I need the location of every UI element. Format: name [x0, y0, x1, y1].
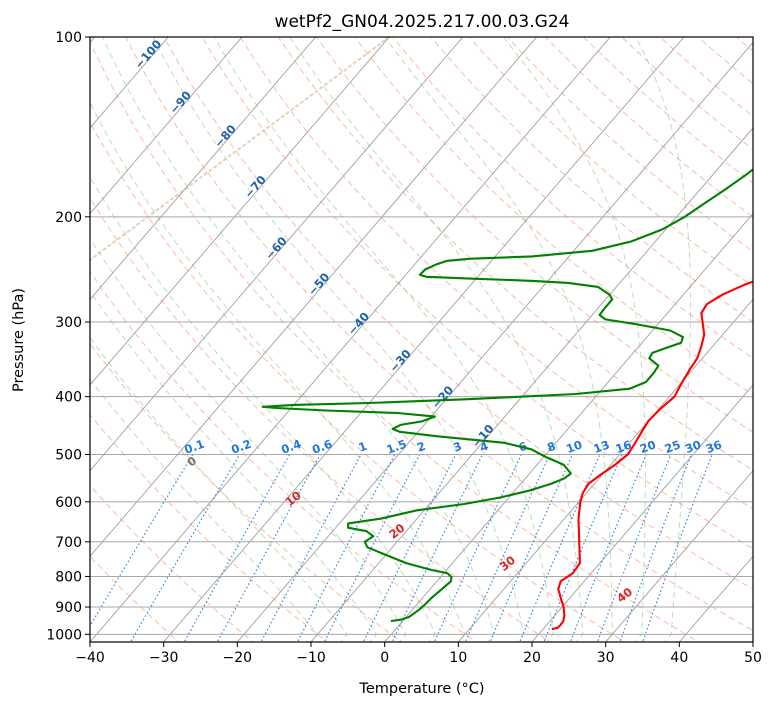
- mixing-ratio-line: [464, 454, 551, 642]
- isotherm-line: [163, 37, 685, 642]
- mixing-ratio-line: [543, 454, 623, 642]
- isotherm-line: [90, 37, 464, 472]
- dry-adiabat-line: [392, 37, 753, 359]
- moist-adiabat-line: [635, 37, 691, 642]
- dry-adiabat-line: [90, 40, 700, 642]
- moist-adiabat-line: [90, 237, 407, 642]
- dry-adiabat-line: [277, 37, 753, 471]
- mixing-ratio-line: [183, 454, 291, 642]
- mixing-ratio-label: 30: [683, 437, 703, 456]
- y-tick-label: 400: [55, 390, 82, 406]
- isotherm-line: [90, 37, 169, 129]
- isotherm-line: [457, 298, 753, 642]
- mixing-ratio-label: 1.5: [384, 437, 408, 457]
- y-tick-label: 800: [55, 569, 82, 585]
- y-tick-label: 500: [55, 448, 82, 464]
- mixing-ratio-line: [619, 454, 692, 642]
- mixing-ratio-line: [323, 454, 421, 642]
- mixing-ratio-line: [519, 454, 601, 642]
- isotherm-line: [90, 37, 611, 642]
- temperature-profile-line: [551, 280, 753, 631]
- mixing-ratio-label: 13: [592, 437, 612, 456]
- mixing-ratio-line: [641, 454, 713, 642]
- mixing-ratio-line: [260, 454, 362, 642]
- dry-adiabat-line: [315, 37, 753, 433]
- dry-adiabat-line: [90, 197, 552, 642]
- y-tick-label: 600: [55, 495, 82, 511]
- moist-adiabat-line: [90, 290, 378, 642]
- dry-adiabat-line: [90, 121, 626, 642]
- dry-adiabat-line: [90, 270, 477, 642]
- moist-adiabat-line: [90, 378, 319, 642]
- mixing-ratio-line: [569, 454, 647, 642]
- mixing-ratio-label: 0.1: [182, 437, 206, 457]
- isotherm-line: [310, 127, 753, 642]
- y-tick-label: 700: [55, 535, 82, 551]
- mixing-ratio-label: 10: [564, 437, 584, 456]
- mixing-ratio-label: 0.6: [310, 437, 334, 457]
- moist-adiabat-line: [102, 37, 495, 642]
- isotherm-line: [605, 469, 753, 642]
- moist-adiabat-line: [289, 37, 584, 642]
- dry-adiabat-line: [125, 37, 753, 632]
- x-tick-label: 20: [523, 650, 541, 666]
- x-tick-label: −20: [223, 650, 253, 666]
- x-tick-label: 40: [670, 650, 688, 666]
- moist-adiabat-line: [503, 37, 646, 642]
- dry-adiabat-line: [90, 555, 180, 642]
- isotherm-line: [90, 37, 243, 215]
- axes: −40 −30 −20 −10 0 10 20 30 40 50 100 200 300 400 500 60…: [46, 30, 762, 666]
- x-tick-label: −30: [149, 650, 179, 666]
- mixing-ratio-label: 20: [638, 437, 658, 456]
- mixing-ratio-label: 36: [704, 437, 724, 456]
- y-tick-label: 100: [55, 30, 82, 46]
- mixing-ratio-line: [216, 454, 321, 642]
- plot-frame: [89, 36, 754, 643]
- mixing-ratio-label: 0.4: [279, 437, 303, 457]
- y-tick-label: 200: [55, 210, 82, 226]
- isotherm-line: [531, 384, 753, 642]
- moist-adiabat-line: [90, 176, 437, 642]
- x-tick-label: 50: [744, 650, 762, 666]
- plot-area: −100−90−80−70−60−50−40−30−20−100.1 0.2 0.4…: [90, 37, 753, 642]
- moist-adiabat-line: [90, 336, 348, 642]
- y-tick-label: 900: [55, 600, 82, 616]
- y-tick-label: 300: [55, 315, 82, 331]
- isotherm-line: [384, 213, 753, 642]
- dry-adiabat-line: [90, 342, 403, 642]
- mixing-ratio-label: 0.2: [229, 437, 253, 457]
- y-axis-label: Pressure (hPa): [11, 288, 27, 392]
- moist-adiabat-line: [213, 37, 554, 642]
- mixing-ratio-line: [489, 454, 574, 642]
- chart-title: wetPf2_GN04.2025.217.00.03.G24: [275, 12, 570, 32]
- x-tick-label: 10: [449, 650, 467, 666]
- dry-adiabat-line: [163, 37, 753, 590]
- moist-adiabat-line: [152, 37, 525, 642]
- dewpoint-profile-line: [261, 168, 753, 623]
- x-tick-label: −40: [75, 650, 105, 666]
- mixing-ratio-line: [296, 454, 396, 642]
- dry-adiabat-line: [201, 37, 753, 550]
- x-axis-label: Temperature (°C): [358, 681, 484, 697]
- x-tick-label: 30: [597, 650, 615, 666]
- x-tick-label: 0: [380, 650, 389, 666]
- y-tick-label: 1000: [46, 627, 82, 643]
- dry-adiabat-line: [354, 37, 753, 396]
- moist-adiabat-line: [90, 101, 466, 642]
- isotherm-line: [90, 37, 390, 386]
- isotherm-line: [90, 37, 538, 558]
- mixing-ratio-label: 25: [663, 437, 683, 456]
- isotherm-line: [236, 41, 753, 642]
- isotherm-line: [90, 37, 317, 301]
- mixing-ratio-line: [596, 454, 672, 642]
- x-tick-label: −10: [296, 650, 326, 666]
